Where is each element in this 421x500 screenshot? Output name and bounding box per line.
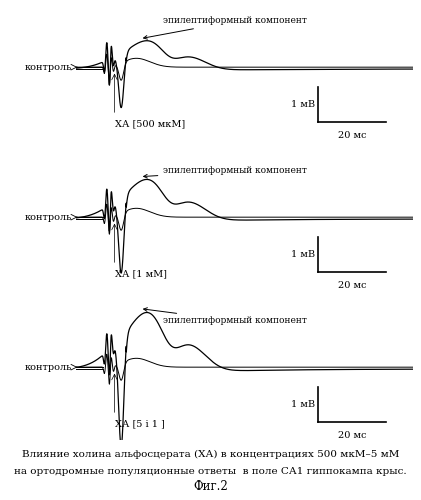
Text: контроль: контроль	[25, 212, 72, 222]
Text: ХА [1 мМ]: ХА [1 мМ]	[115, 270, 167, 278]
Text: ХА [500 мкМ]: ХА [500 мкМ]	[115, 120, 185, 128]
Text: эпилептиформный компонент: эпилептиформный компонент	[144, 16, 307, 39]
Text: на ортодромные популяционные ответы  в поле СА1 гиппокампа крыс.: на ортодромные популяционные ответы в по…	[14, 468, 407, 476]
Text: контроль: контроль	[25, 362, 72, 372]
Text: 1 мВ: 1 мВ	[291, 400, 315, 409]
Text: Фиг.2: Фиг.2	[193, 480, 228, 492]
Text: 20 мс: 20 мс	[338, 131, 366, 140]
Text: ХА [5 i 1 ]: ХА [5 i 1 ]	[115, 420, 164, 428]
Text: 20 мс: 20 мс	[338, 281, 366, 290]
Text: эпилептиформный компонент: эпилептиформный компонент	[144, 308, 307, 326]
Text: 1 мВ: 1 мВ	[291, 100, 315, 109]
Text: контроль: контроль	[25, 62, 72, 72]
Text: Влияние холина альфосцерата (ХА) в концентрациях 500 мкМ–5 мМ: Влияние холина альфосцерата (ХА) в конце…	[22, 450, 399, 459]
Text: эпилептиформный компонент: эпилептиформный компонент	[144, 166, 307, 178]
Text: 1 мВ: 1 мВ	[291, 250, 315, 259]
Text: 20 мс: 20 мс	[338, 431, 366, 440]
